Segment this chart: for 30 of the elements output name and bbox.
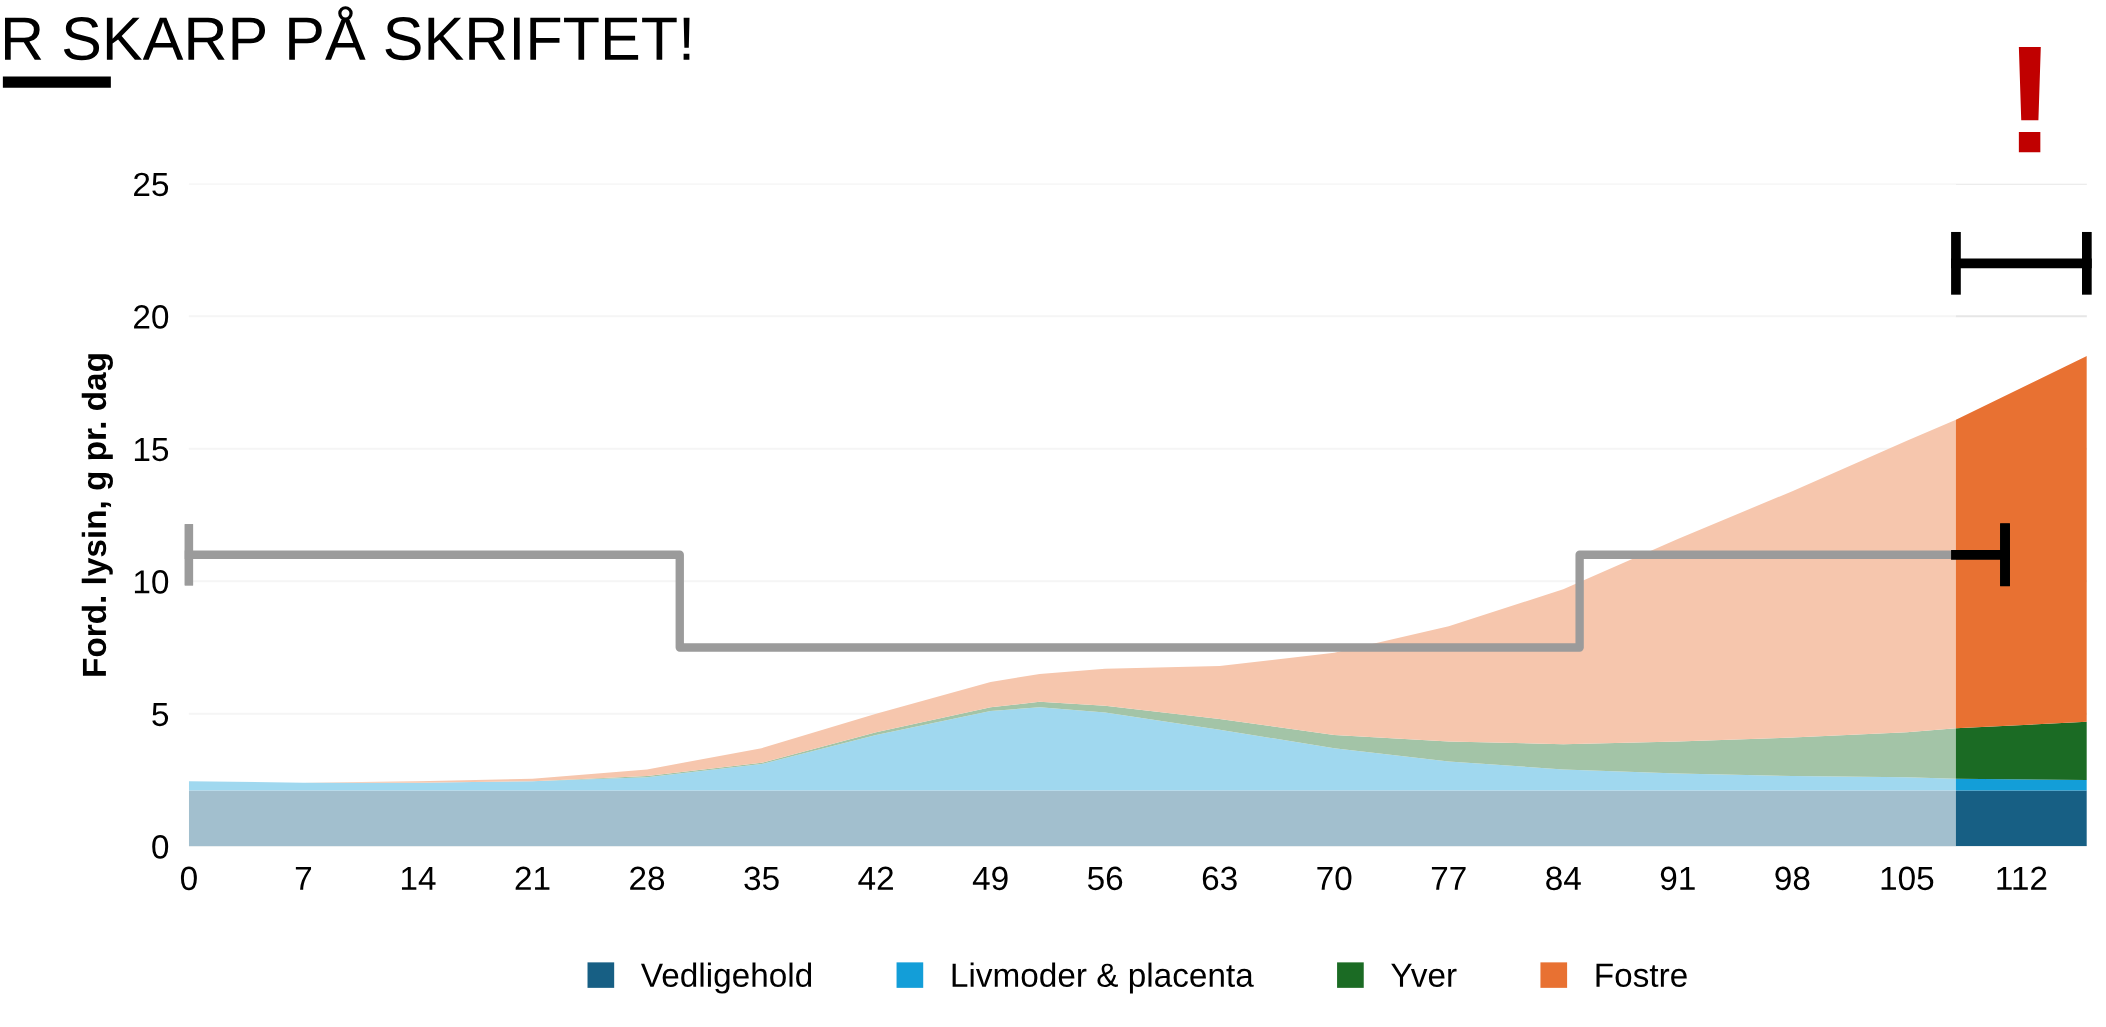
y-tick-label: 20 [134, 305, 169, 329]
x-tick-label: 112 [1997, 866, 2047, 890]
x-tick-label: 70 [1317, 866, 1352, 891]
x-tick-label: 98 [1775, 866, 1810, 891]
x-tick-label: 35 [744, 866, 779, 891]
y-tick-label: 10 [134, 570, 169, 594]
x-tick-label: 49 [972, 866, 1008, 891]
x-tick-label: 21 [515, 866, 550, 890]
x-tick-label: 84 [1546, 866, 1581, 891]
x-tick-label: 28 [630, 866, 665, 891]
x-tick-label: 105 [1881, 866, 1934, 891]
x-tick-label: 7 [295, 866, 312, 890]
x-tick-label: 63 [1202, 866, 1237, 891]
x-tick-label: 14 [401, 866, 436, 890]
y-tick-label: 25 [134, 172, 169, 197]
legend-label: Yver [1391, 963, 1457, 988]
text: ! [2018, 47, 2041, 153]
y-tick-label: 0 [152, 835, 169, 859]
x-tick-label: 56 [1087, 866, 1123, 891]
x-tick-label: 77 [1431, 866, 1466, 890]
legend-label: Fostre [1596, 963, 1687, 988]
y-axis-title: Ford. lysin, g pr. dag [81, 354, 113, 676]
x-tick-label: 91 [1660, 866, 1695, 891]
legend-label: Vedligehold [640, 962, 812, 994]
chart-title: R SKARP PÅ SKRIFTET! [5, 6, 690, 61]
y-tick-label: 15 [134, 437, 169, 462]
y-tick-label: 5 [152, 702, 169, 727]
legend-label: Livmoder & placenta [952, 962, 1254, 994]
x-tick-label: 42 [858, 866, 893, 890]
x-tick-label: 0 [180, 866, 197, 891]
